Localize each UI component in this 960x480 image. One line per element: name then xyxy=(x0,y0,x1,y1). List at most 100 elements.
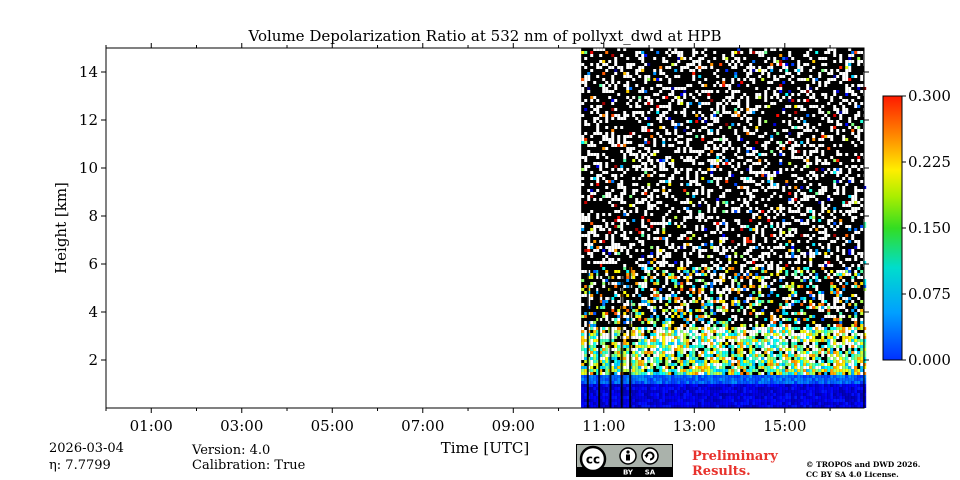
heatmap-cell xyxy=(593,225,597,228)
heatmap-cell xyxy=(821,63,825,66)
heatmap-cell xyxy=(773,369,777,372)
heatmap-cell xyxy=(770,330,774,333)
heatmap-cell xyxy=(602,300,606,303)
heatmap-cell xyxy=(590,144,594,147)
heatmap-cell xyxy=(614,177,618,180)
heatmap-cell xyxy=(620,225,624,228)
heatmap-cell xyxy=(767,342,771,345)
heatmap-cell xyxy=(686,231,690,234)
heatmap-cell xyxy=(698,384,702,387)
heatmap-cell xyxy=(647,186,651,189)
heatmap-cell xyxy=(791,366,795,369)
heatmap-cell xyxy=(614,342,618,345)
heatmap-cell xyxy=(794,339,798,342)
heatmap-cell xyxy=(632,342,636,345)
heatmap-cell xyxy=(752,228,756,231)
heatmap-cell xyxy=(746,240,750,243)
heatmap-cell xyxy=(593,351,597,354)
heatmap-cell xyxy=(647,402,651,405)
heatmap-cell xyxy=(701,90,705,93)
heatmap-cell xyxy=(803,54,807,57)
heatmap-cell xyxy=(698,150,702,153)
heatmap-cell xyxy=(698,327,702,330)
heatmap-cell xyxy=(761,366,765,369)
heatmap-cell xyxy=(752,78,756,81)
heatmap-cell xyxy=(635,345,639,348)
heatmap-cell xyxy=(638,303,642,306)
heatmap-cell xyxy=(740,372,744,375)
heatmap-cell xyxy=(812,66,816,69)
heatmap-cell xyxy=(602,153,606,156)
heatmap-cell xyxy=(728,363,732,366)
heatmap-cell xyxy=(653,171,657,174)
heatmap-cell xyxy=(806,99,810,102)
heatmap-cell xyxy=(689,330,693,333)
heatmap-cell xyxy=(830,393,834,396)
heatmap-cell xyxy=(734,315,738,318)
heatmap-cell xyxy=(749,177,753,180)
heatmap-cell xyxy=(707,363,711,366)
heatmap-cell xyxy=(761,51,765,54)
heatmap-cell xyxy=(758,291,762,294)
heatmap-cell xyxy=(749,348,753,351)
heatmap-cell xyxy=(797,300,801,303)
heatmap-cell xyxy=(722,327,726,330)
heatmap-cell xyxy=(653,237,657,240)
heatmap-cell xyxy=(746,141,750,144)
heatmap-cell xyxy=(695,225,699,228)
heatmap-cell xyxy=(746,237,750,240)
heatmap-cell xyxy=(701,177,705,180)
heatmap-cell xyxy=(770,324,774,327)
heatmap-cell xyxy=(749,273,753,276)
heatmap-cell xyxy=(683,207,687,210)
heatmap-cell xyxy=(587,78,591,81)
heatmap-cell xyxy=(725,309,729,312)
heatmap-cell xyxy=(812,105,816,108)
heatmap-cell xyxy=(644,189,648,192)
heatmap-cell xyxy=(734,183,738,186)
heatmap-cell xyxy=(623,144,627,147)
heatmap-cell xyxy=(644,153,648,156)
heatmap-cell xyxy=(827,315,831,318)
heatmap-cell xyxy=(725,387,729,390)
heatmap-cell xyxy=(770,354,774,357)
heatmap-cell xyxy=(650,378,654,381)
heatmap-cell xyxy=(686,216,690,219)
heatmap-cell xyxy=(704,390,708,393)
heatmap-cell xyxy=(704,78,708,81)
heatmap-cell xyxy=(770,180,774,183)
heatmap-cell xyxy=(683,147,687,150)
heatmap-cell xyxy=(710,150,714,153)
heatmap-cell xyxy=(782,63,786,66)
heatmap-cell xyxy=(746,357,750,360)
heatmap-cell xyxy=(671,177,675,180)
heatmap-cell xyxy=(599,375,603,378)
heatmap-cell xyxy=(650,315,654,318)
heatmap-cell xyxy=(683,276,687,279)
heatmap-cell xyxy=(680,267,684,270)
heatmap-cell xyxy=(587,234,591,237)
heatmap-cell xyxy=(719,300,723,303)
heatmap-cell xyxy=(821,348,825,351)
heatmap-cell xyxy=(824,402,828,405)
heatmap-cell xyxy=(692,51,696,54)
heatmap-cell xyxy=(776,402,780,405)
heatmap-cell xyxy=(746,393,750,396)
heatmap-cell xyxy=(683,348,687,351)
heatmap-cell xyxy=(590,222,594,225)
heatmap-cell xyxy=(611,309,615,312)
heatmap-cell xyxy=(797,351,801,354)
heatmap-cell xyxy=(815,168,819,171)
heatmap-cell xyxy=(689,348,693,351)
heatmap-cell xyxy=(809,57,813,60)
heatmap-cell xyxy=(764,189,768,192)
heatmap-cell xyxy=(716,345,720,348)
heatmap-cell xyxy=(764,261,768,264)
heatmap-cell xyxy=(608,249,612,252)
heatmap-cell xyxy=(761,153,765,156)
heatmap-cell xyxy=(812,225,816,228)
heatmap-cell xyxy=(767,399,771,402)
heatmap-cell xyxy=(596,183,600,186)
heatmap-cell xyxy=(743,258,747,261)
heatmap-cell xyxy=(782,144,786,147)
